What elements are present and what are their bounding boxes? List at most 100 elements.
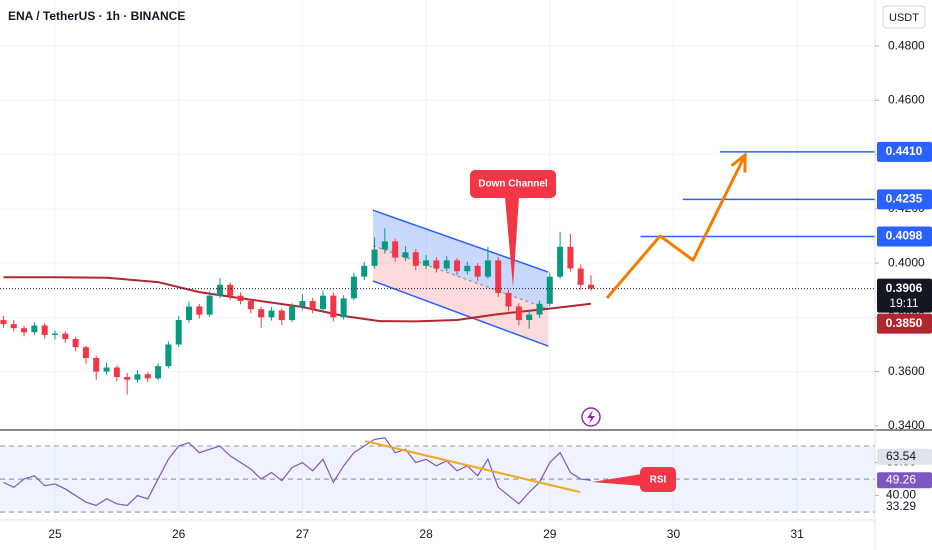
rsi-name: RSI — [650, 475, 667, 486]
candle-body — [155, 366, 162, 379]
candle-body — [423, 260, 430, 266]
target-badge — [877, 226, 932, 247]
target-badge — [877, 141, 932, 162]
candle-body — [165, 344, 172, 367]
candle-body — [31, 325, 38, 333]
candle-body — [175, 320, 182, 345]
x-tick-label: 30 — [667, 527, 681, 541]
currency: USDT — [889, 12, 919, 24]
y-tick-label: 0.4600 — [888, 93, 925, 107]
callout-box — [640, 467, 676, 492]
x-tick-label: 27 — [296, 527, 310, 541]
channel-upper — [372, 209, 549, 273]
candle-body — [567, 246, 574, 269]
rsi-badge — [877, 472, 932, 489]
callout-pointer — [505, 197, 519, 287]
candle-body — [433, 260, 440, 269]
candle-body — [113, 367, 120, 378]
candle-body — [299, 301, 306, 307]
rsi-callout: RSI — [592, 467, 676, 492]
candle-body — [412, 252, 419, 266]
rsi-badge — [877, 448, 932, 465]
rsi-badge-label: 49.26 — [886, 472, 916, 486]
candle-body — [340, 298, 347, 318]
rsi-badge — [877, 498, 932, 515]
x-tick-label: 26 — [172, 527, 186, 541]
candle-body — [474, 265, 481, 277]
callout-box — [470, 170, 556, 198]
y-tick-label: 0.4000 — [888, 255, 925, 269]
candle-body — [206, 295, 213, 315]
candle-body — [72, 339, 79, 348]
candle-body — [484, 260, 491, 277]
candle-body — [258, 309, 265, 318]
candle-body — [371, 249, 378, 266]
x-tick-label: 29 — [543, 527, 557, 541]
candle-body — [495, 260, 502, 293]
lightning-icon[interactable] — [581, 407, 601, 427]
candle-body — [381, 241, 388, 250]
moving-average — [3, 276, 592, 323]
current-price-badge — [877, 278, 932, 313]
y-tick-label: 0.4800 — [888, 38, 925, 52]
candle-body — [103, 367, 110, 372]
candle-body — [185, 306, 192, 321]
target-label: 0.4098 — [886, 229, 923, 243]
candle-body — [361, 265, 368, 277]
x-tick-label: 25 — [48, 527, 62, 541]
candle-body — [247, 301, 254, 310]
candle-body — [21, 328, 28, 333]
candle-body — [144, 374, 151, 379]
candle-body — [278, 310, 285, 321]
channel-mid — [372, 245, 549, 310]
target-badge — [877, 189, 932, 210]
candle-body — [464, 265, 471, 272]
candle-body — [330, 295, 337, 318]
target-label: 0.4235 — [886, 192, 923, 206]
candle-body — [557, 246, 564, 277]
candle-body — [320, 295, 327, 310]
candle-body — [309, 301, 316, 310]
x-tick-label: 28 — [419, 527, 433, 541]
candle-body — [289, 306, 296, 321]
channel-lower-fill — [372, 245, 549, 347]
down-channel-callout: Down Channel — [470, 170, 556, 287]
candle-body — [82, 347, 89, 359]
candle-body — [41, 325, 48, 335]
candle-body — [546, 276, 553, 304]
candle-body — [134, 374, 141, 380]
annotation: Down Channel — [478, 179, 548, 190]
chart-title: ENA / TetherUS · 1h · BINANCE — [8, 9, 185, 23]
candle-body — [268, 310, 275, 318]
main-pane — [0, 151, 875, 395]
candle-body — [0, 320, 7, 325]
candle-body — [93, 358, 100, 372]
candle-body — [350, 276, 357, 299]
target-label: 0.4410 — [886, 144, 923, 158]
candle-body — [588, 284, 595, 289]
ma-label: 0.3850 — [886, 316, 923, 330]
candle-body — [443, 260, 450, 269]
candle-body — [216, 284, 223, 296]
candle-body — [505, 292, 512, 307]
y-tick-label: 0.3400 — [888, 418, 925, 432]
grid — [0, 0, 875, 520]
rsi-pane — [0, 437, 875, 513]
rsi-tick-label: 40.00 — [886, 488, 916, 502]
projection-head — [730, 152, 747, 173]
rsi-badge-label: 63.54 — [886, 449, 916, 463]
candle-body — [392, 241, 399, 258]
x-tick-label: 31 — [790, 527, 804, 541]
candle-body — [577, 268, 584, 285]
candle-body — [536, 303, 543, 315]
current-price-label: 0.3906 — [886, 281, 923, 295]
y-tick-label: 0.3600 — [888, 364, 925, 378]
candle-body — [51, 333, 58, 335]
candle-body — [196, 306, 203, 315]
candle-body — [62, 333, 69, 340]
currency-box[interactable] — [882, 5, 926, 29]
candle-body — [515, 306, 522, 321]
projection — [605, 154, 747, 300]
